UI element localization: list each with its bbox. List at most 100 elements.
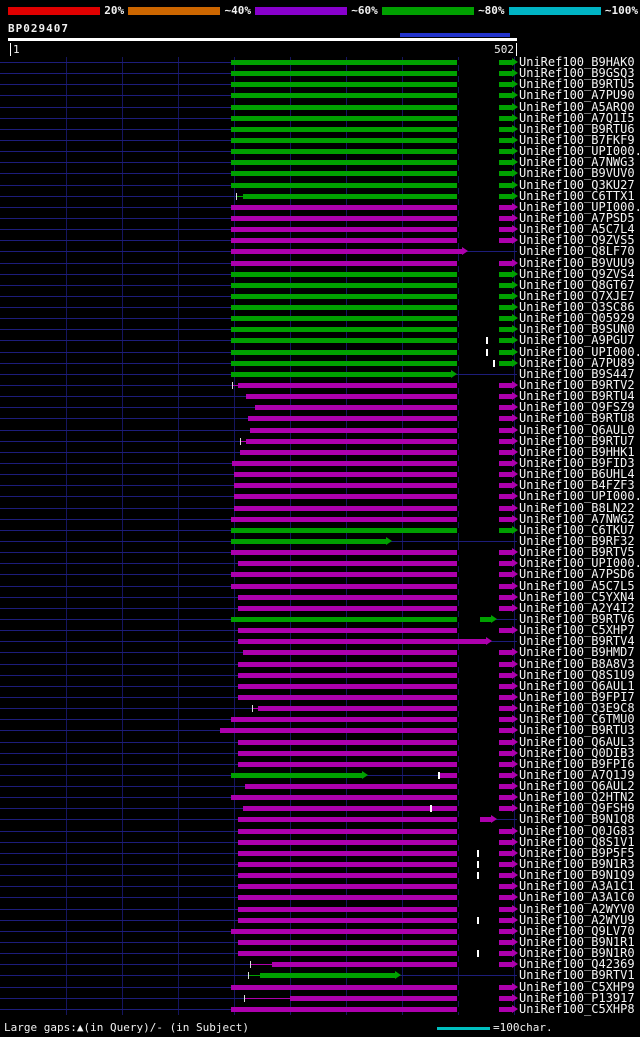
hit-bar[interactable] bbox=[238, 907, 512, 912]
hit-row[interactable]: UniRef100_B9N1R0 bbox=[0, 947, 640, 959]
hit-bar[interactable] bbox=[238, 561, 512, 566]
hit-bar[interactable] bbox=[243, 194, 512, 199]
hit-label[interactable]: UniRef100_A5C7L4 bbox=[519, 222, 635, 236]
hit-label[interactable]: UniRef100_B6UHL4 bbox=[519, 467, 635, 481]
hit-bar[interactable] bbox=[238, 639, 486, 644]
hit-label[interactable]: UniRef100_B9RTU5 bbox=[519, 77, 635, 91]
hit-row[interactable]: UniRef100_Q6AUL0 bbox=[0, 423, 640, 437]
hit-bar[interactable] bbox=[238, 940, 512, 945]
hit-row[interactable]: UniRef100_B9HHK1 bbox=[0, 445, 640, 459]
hit-row[interactable]: UniRef100_Q9ZVS4 bbox=[0, 267, 640, 281]
hit-bar[interactable] bbox=[290, 996, 512, 1001]
hit-label[interactable]: UniRef100_UPI000.. bbox=[519, 556, 640, 570]
hit-bar[interactable] bbox=[231, 60, 512, 65]
hit-row[interactable]: UniRef100_Q42369 bbox=[0, 958, 640, 970]
hit-bar[interactable] bbox=[231, 795, 512, 800]
hit-row[interactable]: UniRef100_B9RTU8 bbox=[0, 411, 640, 425]
hit-label[interactable]: UniRef100_Q7XJE7 bbox=[519, 289, 635, 303]
hit-row[interactable]: UniRef100_C5YXN4 bbox=[0, 590, 640, 604]
hit-row[interactable]: UniRef100_B4FZF3 bbox=[0, 479, 640, 491]
hit-row[interactable]: UniRef100_Q9ZVS5 bbox=[0, 234, 640, 246]
hit-bar[interactable] bbox=[231, 338, 512, 343]
hit-label[interactable]: UniRef100_A7PSD6 bbox=[519, 567, 635, 581]
hit-bar[interactable] bbox=[255, 405, 512, 410]
hit-row[interactable]: UniRef100_B9S447 bbox=[0, 368, 640, 380]
hit-row[interactable]: UniRef100_B6UHL4 bbox=[0, 467, 640, 481]
hit-row[interactable]: UniRef100_A7PSD6 bbox=[0, 567, 640, 581]
hit-bar[interactable] bbox=[231, 572, 512, 577]
hit-label[interactable]: UniRef100_B9RTV6 bbox=[519, 612, 635, 626]
hit-bar[interactable] bbox=[231, 261, 512, 266]
hit-bar[interactable] bbox=[231, 372, 451, 377]
hit-bar[interactable] bbox=[231, 205, 512, 210]
hit-bar[interactable] bbox=[232, 461, 512, 466]
hit-row[interactable]: UniRef100_Q7XJE7 bbox=[0, 289, 640, 303]
hit-label[interactable]: UniRef100_Q6AUL0 bbox=[519, 423, 635, 437]
hit-row[interactable]: UniRef100_Q9FSH9 bbox=[0, 802, 640, 814]
hit-bar[interactable] bbox=[231, 294, 512, 299]
hit-bar[interactable] bbox=[231, 216, 512, 221]
hit-bar[interactable] bbox=[238, 817, 491, 822]
hit-bar[interactable] bbox=[258, 706, 512, 711]
hit-bar[interactable] bbox=[231, 227, 512, 232]
hit-label[interactable]: UniRef100_A2WYU9 bbox=[519, 913, 635, 927]
hit-row[interactable]: UniRef100_B9RTV1 bbox=[0, 969, 640, 981]
hit-label[interactable]: UniRef100_B9HHK1 bbox=[519, 445, 635, 459]
hit-bar[interactable] bbox=[238, 840, 512, 845]
hit-row[interactable]: UniRef100_B9N1R3 bbox=[0, 858, 640, 870]
hit-row[interactable]: UniRef100_Q2HTN2 bbox=[0, 791, 640, 803]
hit-row[interactable]: UniRef100_A9PGU7 bbox=[0, 334, 640, 346]
hit-bar[interactable] bbox=[231, 985, 512, 990]
hit-row[interactable]: UniRef100_A7PSD5 bbox=[0, 212, 640, 224]
hit-label[interactable]: UniRef100_Q8LF70 bbox=[519, 244, 635, 258]
hit-row[interactable]: UniRef100_Q0DIB3 bbox=[0, 747, 640, 759]
hit-bar[interactable] bbox=[231, 550, 512, 555]
hit-row[interactable]: UniRef100_C6TTX1 bbox=[0, 190, 640, 202]
hit-label[interactable]: UniRef100_C5XHP9 bbox=[519, 980, 635, 994]
hit-label[interactable]: UniRef100_Q0JG83 bbox=[519, 824, 635, 838]
hit-row[interactable]: UniRef100_Q6AUL1 bbox=[0, 680, 640, 692]
hit-row[interactable]: UniRef100_Q8LF70 bbox=[0, 244, 640, 258]
hit-label[interactable]: UniRef100_B9FPI7 bbox=[519, 690, 635, 704]
hit-label[interactable]: UniRef100_Q9ZVS4 bbox=[519, 267, 635, 281]
hit-label[interactable]: UniRef100_B9HAK0 bbox=[519, 55, 635, 69]
hit-bar[interactable] bbox=[231, 517, 512, 522]
hit-row[interactable]: UniRef100_C6TKU7 bbox=[0, 524, 640, 536]
hit-bar[interactable] bbox=[231, 327, 512, 332]
hit-row[interactable]: UniRef100_B9HMD7 bbox=[0, 646, 640, 658]
hit-label[interactable]: UniRef100_B8A8V3 bbox=[519, 657, 635, 671]
hit-row[interactable]: UniRef100_A7Q1J9 bbox=[0, 769, 640, 781]
hit-bar[interactable] bbox=[238, 829, 512, 834]
hit-label[interactable]: UniRef100_B9GSQ3 bbox=[519, 66, 635, 80]
hit-bar[interactable] bbox=[231, 316, 512, 321]
hit-bar[interactable] bbox=[238, 873, 512, 878]
hit-row[interactable]: UniRef100_B7FKF9 bbox=[0, 134, 640, 146]
hit-row[interactable]: UniRef100_B9N1Q8 bbox=[0, 813, 640, 825]
hit-label[interactable]: UniRef100_A7NWG3 bbox=[519, 155, 635, 169]
hit-label[interactable]: UniRef100_A7NWG2 bbox=[519, 512, 635, 526]
hit-bar[interactable] bbox=[238, 918, 512, 923]
hit-bar[interactable] bbox=[238, 884, 512, 889]
hit-label[interactable]: UniRef100_Q8S1U9 bbox=[519, 668, 635, 682]
hit-row[interactable]: UniRef100_B9VUU9 bbox=[0, 257, 640, 269]
hit-row[interactable]: UniRef100_Q8S1U9 bbox=[0, 668, 640, 682]
hit-row[interactable]: UniRef100_B9N1Q9 bbox=[0, 869, 640, 881]
hit-bar[interactable] bbox=[238, 862, 512, 867]
hit-label[interactable]: UniRef100_A2WYV0 bbox=[519, 902, 635, 916]
hit-bar[interactable] bbox=[231, 93, 512, 98]
hit-row[interactable]: UniRef100_B9RTU5 bbox=[0, 77, 640, 91]
hit-label[interactable]: UniRef100_A5C7L5 bbox=[519, 579, 635, 593]
hit-label[interactable]: UniRef100_P13917 bbox=[519, 991, 635, 1005]
hit-label[interactable]: UniRef100_C5YXN4 bbox=[519, 590, 635, 604]
hit-bar[interactable] bbox=[234, 483, 512, 488]
hit-row[interactable]: UniRef100_Q05929 bbox=[0, 312, 640, 324]
hit-bar[interactable] bbox=[238, 740, 512, 745]
hit-bar[interactable] bbox=[231, 138, 512, 143]
hit-bar[interactable] bbox=[243, 650, 512, 655]
hit-row[interactable]: UniRef100_Q6AUL3 bbox=[0, 736, 640, 748]
hit-bar[interactable] bbox=[231, 160, 512, 165]
hit-label[interactable]: UniRef100_B9RTU8 bbox=[519, 411, 635, 425]
hit-label[interactable]: UniRef100_B9RTU3 bbox=[519, 723, 635, 737]
hit-bar[interactable] bbox=[272, 962, 512, 967]
hit-bar[interactable] bbox=[245, 784, 512, 789]
